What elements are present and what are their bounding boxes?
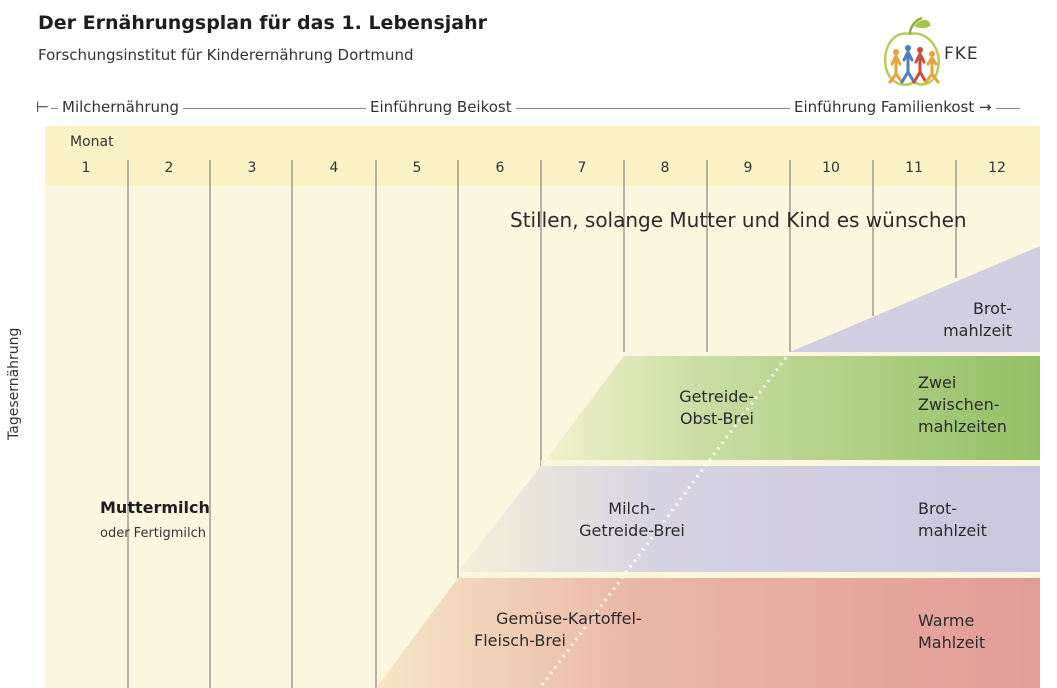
label-line: Getreide-Brei [579,521,685,540]
month-label: 11 [905,160,923,176]
month-label: 2 [164,160,174,176]
label-muttermilch: Muttermilch [100,498,210,517]
label-line: Milch- [608,499,656,518]
label-line: Brot- [918,499,958,518]
label-line: mahlzeit [943,321,1012,340]
month-label: 1 [81,160,91,176]
phase-start-marker: ⊢ [34,98,52,116]
label-brotmahlzeit-bottom: Brot- mahlzeit [918,498,1028,542]
label-line: Warme [918,611,975,630]
label-line: Obst-Brei [679,409,754,428]
label-line: Zwischen- [918,395,1000,414]
month-label: 6 [495,160,505,176]
month-grid-lines [127,160,957,688]
page-title: Der Ernährungsplan für das 1. Lebensjahr [38,12,487,34]
month-label: 10 [822,160,840,176]
phase-milchernaehrung: Milchernährung [58,98,184,116]
region-brotmahlzeit-top [790,246,1040,352]
page-subtitle: Forschungsinstitut für Kinderernährung D… [38,46,414,64]
label-line: mahlzeiten [918,417,1007,436]
label-brotmahlzeit-top: Brot- mahlzeit [900,298,1012,342]
region-getreide-obst-brei [541,356,1040,466]
label-line: Getreide- [679,387,754,406]
month-label: 3 [247,160,257,176]
phase-line [42,108,1020,109]
month-label: 9 [743,160,753,176]
label-warme-mahlzeit: Warme Mahlzeit [918,610,1028,654]
fke-logo [883,16,940,86]
label-gemuese-kartoffel-fleisch-brei: Gemüse-Kartoffel- Fleisch-Brei [474,608,694,652]
month-label: 12 [988,160,1006,176]
label-getreide-obst-brei: Getreide- Obst-Brei [620,386,754,430]
label-stillen: Stillen, solange Mutter und Kind es wüns… [510,208,967,232]
label-line: Brot- [972,299,1012,318]
month-header-band [45,126,1040,186]
month-label: 4 [329,160,339,176]
label-zwei-zwischenmahlzeiten: Zwei Zwischen- mahlzeiten [918,372,1038,438]
label-milch-getreide-brei: Milch- Getreide-Brei [552,498,712,542]
label-line: Gemüse-Kartoffel- [496,609,642,628]
fke-logo-text: FKE [944,44,979,64]
month-label: 5 [412,160,422,176]
y-axis-label: Tagesernährung [6,327,22,440]
label-fertigmilch: oder Fertigmilch [100,526,207,541]
label-line: Zwei [918,373,957,392]
month-axis-title: Monat [70,134,114,150]
region-gemuese-brei [376,578,1040,688]
phase-einfuehrung-beikost: Einführung Beikost [366,98,516,116]
region-milch-getreide-brei [458,466,1040,572]
phase-einfuehrung-familienkost: Einführung Familienkost → [790,98,996,116]
label-line: Mahlzeit [918,633,986,652]
month-label: 7 [577,160,587,176]
label-line: mahlzeit [918,521,987,540]
month-label: 8 [660,160,670,176]
label-line: Fleisch-Brei [474,631,566,650]
